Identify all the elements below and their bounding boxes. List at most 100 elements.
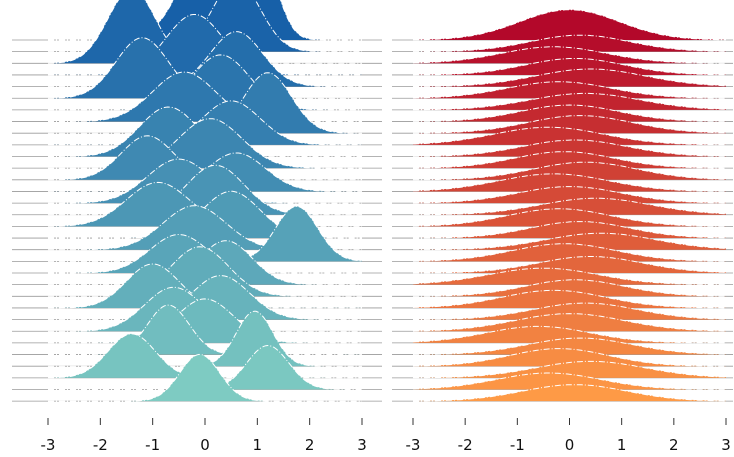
x-tick-label: -3 (41, 436, 56, 454)
ridge-area (413, 361, 726, 378)
ridge-outline (412, 46, 726, 64)
ridge-outline (48, 298, 362, 344)
ridge-area (413, 326, 726, 343)
x-tick-label: -1 (145, 436, 160, 454)
ridge-area (413, 303, 726, 320)
ridge-area (413, 105, 726, 122)
ridge-area (413, 115, 726, 134)
ridge-outline (48, 71, 362, 122)
ridge-outline (412, 173, 726, 192)
ridge-outline (413, 34, 726, 53)
ridge-area (48, 165, 362, 215)
ridgeline-panel-blue: -3 -2 -1 0 1 2 3 (12, 0, 382, 454)
ridge-outline (413, 58, 726, 76)
x-tick-label: 3 (357, 436, 367, 454)
ridge-outline (413, 243, 726, 262)
ridge-area (413, 279, 726, 297)
ridge-outline (47, 0, 362, 64)
ridge-area (413, 338, 726, 355)
x-tick-label: 2 (669, 436, 679, 454)
ridge-area (413, 221, 726, 239)
ridge-outline (412, 325, 726, 344)
ridge-outline (412, 208, 726, 227)
ridge-area (48, 354, 362, 402)
ridge-area (413, 198, 726, 215)
ridge-area (413, 58, 726, 75)
ridge-area (48, 333, 362, 378)
x-tick-label: -2 (93, 436, 108, 454)
ridge-outline (413, 115, 727, 134)
ridge-area (48, 264, 362, 308)
ridge-area (413, 290, 726, 308)
ridge-outline (413, 279, 726, 297)
ridge-outline (413, 360, 727, 379)
ridgeline-panel-red: -3 -2 -1 0 1 2 3 (392, 9, 733, 454)
ridge-outline (48, 14, 362, 76)
ridge-area (413, 348, 726, 367)
ridge-outline (48, 135, 362, 181)
ridge-area (48, 72, 362, 134)
ridge-outline (413, 256, 726, 274)
ridge-outline (47, 37, 362, 99)
ridge-area (48, 205, 362, 250)
ridge-outline (48, 353, 362, 402)
ridge-outline (48, 100, 362, 146)
ridge-outline (412, 232, 727, 251)
ridge-outline (413, 81, 727, 99)
ridge-outline (413, 104, 726, 122)
ridge-area (48, 298, 362, 343)
ridge-outline (48, 158, 362, 204)
ridge-area (413, 208, 726, 227)
x-tick-label: 3 (721, 436, 731, 454)
ridge-area (48, 72, 362, 122)
ridge-outline (48, 118, 362, 169)
ridge-outline (413, 68, 727, 87)
ridge-outline (48, 275, 362, 321)
ridge-area (413, 233, 726, 250)
ridge-outline (48, 54, 362, 111)
ridge-area (48, 182, 362, 227)
x-tick-label: 0 (565, 436, 575, 454)
ridge-outline (412, 348, 726, 367)
ridge-area (48, 206, 362, 262)
ridge-outline (48, 164, 362, 216)
ridge-area (413, 9, 726, 40)
ridge-outline (413, 92, 727, 111)
ridge-outline (48, 106, 362, 157)
ridge-area (48, 305, 362, 355)
ridge-outline (412, 139, 727, 157)
ridge-outline (413, 186, 726, 204)
x-tick-label: -1 (510, 436, 525, 454)
ridge-outline (413, 384, 726, 402)
ridge-area (413, 81, 726, 99)
ridge-outline (413, 151, 726, 169)
ridge-outline (412, 313, 727, 332)
x-tick-label: 1 (253, 436, 263, 454)
ridge-outline (413, 302, 727, 320)
x-tick-label: -2 (458, 436, 473, 454)
ridge-area (413, 93, 726, 110)
ridge-area (413, 173, 726, 192)
ridge-area (413, 243, 726, 262)
ridge-area (413, 35, 726, 52)
ridge-area (413, 373, 726, 390)
ridge-area (413, 268, 726, 285)
ridge-outline (412, 289, 726, 309)
ridge-outline (413, 197, 727, 216)
ridge-area (413, 313, 726, 332)
ridge-area (413, 69, 726, 87)
ridge-area (48, 14, 362, 75)
ridge-outline (48, 246, 362, 297)
ridge-outline (48, 304, 362, 356)
ridge-outline (413, 372, 726, 390)
ridge-area (413, 162, 726, 180)
ridge-area (48, 275, 362, 320)
ridge-outline (412, 267, 726, 286)
ridge-area (48, 135, 362, 180)
ridge-area (413, 151, 726, 169)
x-tick-label: 0 (200, 436, 210, 454)
ridge-area (413, 186, 726, 204)
ridge-outline (413, 126, 727, 146)
ridge-area (413, 46, 726, 64)
